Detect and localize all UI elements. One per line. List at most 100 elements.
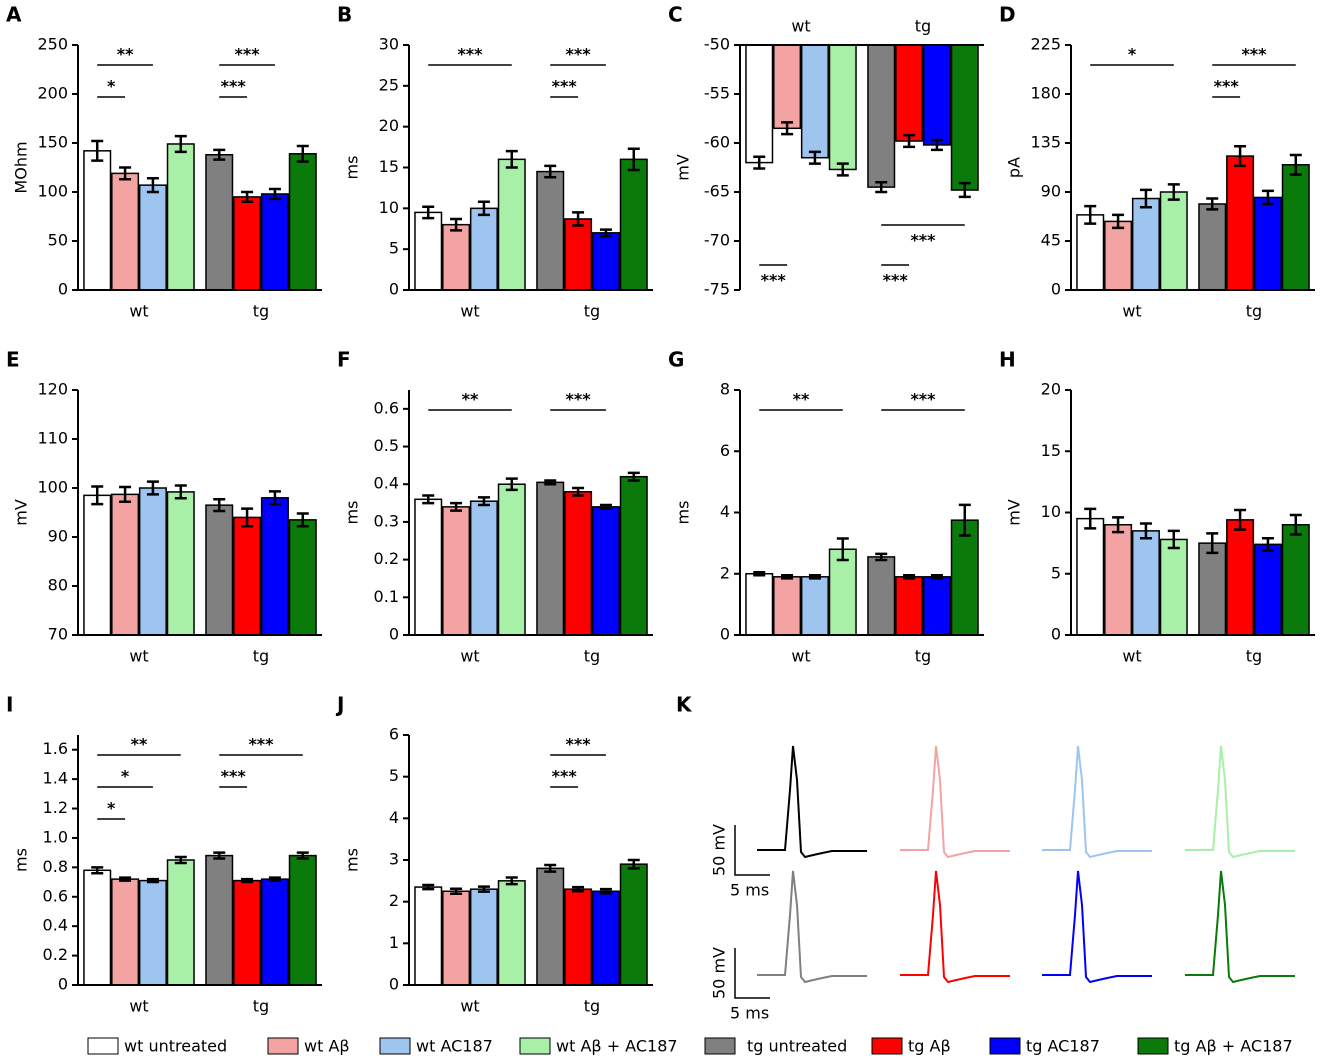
bar [1226,519,1255,636]
bar [497,158,526,291]
y-tick-label: 80 [48,576,68,595]
y-tick-label: 0.2 [374,549,399,568]
bar [564,491,593,636]
ap-trace [1042,870,1152,984]
y-tick-label: 0 [389,975,399,994]
error-bar [1139,188,1152,209]
y-tick-label: 0 [58,975,68,994]
bar [83,150,112,291]
y-tick-label: 0 [1051,280,1061,299]
error-bar [836,537,849,562]
bar [138,184,167,291]
bar [469,500,498,636]
error-bar [572,211,585,227]
panel-label: G [668,348,684,372]
error-bar [903,574,916,580]
error-bar [422,205,435,220]
y-tick-label: 1.4 [43,769,68,788]
bar [619,863,648,986]
y-tick-label: 20 [1041,380,1061,399]
bar [1131,197,1160,291]
category-label: wt [460,302,479,321]
error-bar [599,503,612,510]
error-bar [875,180,888,194]
error-bar [174,484,187,500]
significance-label: *** [761,271,787,290]
significance-label: *** [910,390,936,409]
y-axis-label: mV [674,154,693,181]
y-tick-label: 1 [389,933,399,952]
ap-trace [1185,745,1295,859]
error-bar [91,485,104,506]
significance-label: *** [566,45,592,64]
scale-label-y: 50 mV [710,824,729,876]
panel-label: E [6,348,20,372]
error-bar [422,883,435,891]
error-bar [544,164,557,179]
panel-label: A [6,3,22,27]
significance-label: * [107,799,116,818]
error-bar [296,512,309,528]
y-tick-label: 3 [389,850,399,869]
legend-label: wt Aβ [304,1037,350,1056]
bar [745,44,774,164]
error-bar [146,177,159,194]
y-tick-label: 50 [48,231,68,250]
panel-label: H [999,348,1016,372]
bar [1131,530,1160,636]
bar [922,576,951,636]
error-bar [781,121,794,136]
y-axis-label: pA [1005,157,1024,178]
error-bar [1139,522,1152,540]
bar [950,44,979,191]
panel-label: D [999,3,1016,27]
significance-label: *** [566,390,592,409]
significance-label: ** [131,735,148,754]
y-tick-label: 0.6 [43,886,68,905]
legend-label: wt untreated [124,1037,227,1056]
error-bar [930,138,943,152]
error-bar [450,501,463,512]
bar [1076,214,1105,291]
error-bar [119,876,132,882]
bar [922,44,951,146]
legend-label: wt Aβ + AC187 [556,1037,678,1056]
y-tick-label: 0 [720,625,730,644]
bar [260,878,289,986]
bar [867,556,896,636]
bar [469,207,498,291]
error-bar [477,885,490,893]
error-bar [268,876,281,882]
error-bar [1112,516,1125,534]
y-tick-label: 8 [720,380,730,399]
y-tick-label: 1.2 [43,798,68,817]
bar [166,491,195,636]
error-bar [627,858,640,870]
bar [497,483,526,636]
y-tick-label: -75 [704,280,730,299]
y-axis-label: MOhm [12,141,31,193]
bar [1076,517,1105,636]
category-label: wt [460,997,479,1016]
y-axis-label: ms [343,501,362,525]
error-bar [1206,532,1219,555]
panel-label: K [676,693,693,717]
significance-label: *** [248,735,274,754]
error-bar [1261,189,1274,206]
error-bar [1084,204,1097,225]
bar [442,890,471,986]
category-label: wt [791,647,810,666]
error-bar [296,851,309,860]
bar [205,854,234,986]
bar [260,497,289,636]
bar [564,888,593,986]
error-bar [174,134,187,154]
category-label: tg [915,17,931,36]
bar [233,879,262,986]
y-tick-label: 45 [1041,231,1061,250]
error-bar [505,477,518,492]
scale-label-x: 5 ms [730,881,769,900]
error-bar [1167,529,1180,550]
bar [950,519,979,636]
bar [469,888,498,986]
